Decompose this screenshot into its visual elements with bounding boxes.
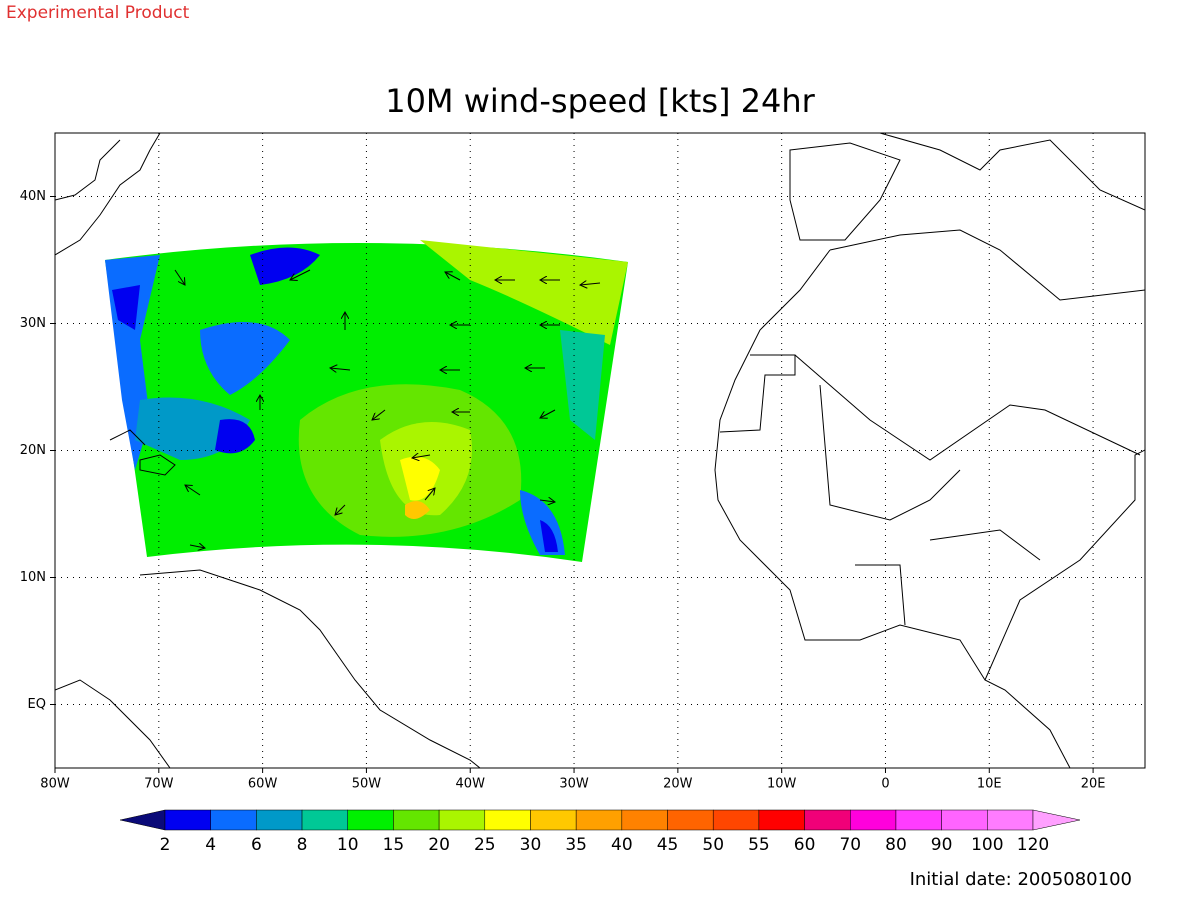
colorbar-box <box>438 809 486 831</box>
chart-title: 10M wind-speed [kts] 24hr <box>385 82 815 120</box>
colorbar-box <box>256 809 303 831</box>
colorbar-box <box>164 809 211 831</box>
header-note: Experimental Product <box>6 3 190 23</box>
colorbar-label: 4 <box>205 835 216 855</box>
x-tick-label: 20E <box>1081 777 1106 792</box>
colorbar-label: 90 <box>931 835 953 855</box>
axes: 80W 70W 60W 50W 40W 30W 20W 10W 0 10E 20E EQ 10N 20N 3… <box>20 189 1106 792</box>
x-tick-label: 10E <box>977 777 1002 792</box>
colorbar-label: 70 <box>839 835 861 855</box>
colorbar-box <box>621 809 668 831</box>
x-tick-label: 70W <box>144 777 174 792</box>
colorbar-label: 30 <box>520 835 542 855</box>
colorbar-label: 55 <box>748 835 770 855</box>
colorbar-label: 8 <box>297 835 308 855</box>
colorbar-label: 15 <box>383 835 405 855</box>
footer-note: Initial date: 2005080100 <box>910 869 1132 890</box>
wind-arrows <box>174 269 601 548</box>
x-tick-label: 60W <box>248 777 278 792</box>
y-tick-label: 10N <box>20 570 46 585</box>
colorbar-label: 80 <box>885 835 907 855</box>
x-tick-label: 30W <box>559 777 589 792</box>
colorbar-label: 25 <box>474 835 496 855</box>
y-tick-label: 30N <box>20 316 46 331</box>
colorbar-label: 20 <box>428 835 450 855</box>
x-tick-label: 40W <box>456 777 486 792</box>
colorbar-label: 50 <box>702 835 724 855</box>
colorbar-label: 120 <box>1017 835 1049 855</box>
colorbar-label: 40 <box>611 835 633 855</box>
colorbar-box <box>712 809 760 831</box>
x-tick-label: 0 <box>881 777 889 792</box>
colorbar-box <box>895 809 942 831</box>
x-tick-label: 10W <box>767 777 797 792</box>
x-tick-label: 20W <box>663 777 693 792</box>
colorbar-box <box>575 809 623 831</box>
map-area <box>55 133 1145 768</box>
x-tick-label: 50W <box>352 777 382 792</box>
colorbar-box <box>667 809 714 831</box>
colorbar-box <box>987 809 1034 831</box>
colorbar-box <box>941 809 988 831</box>
colorbar-box <box>530 809 577 831</box>
wind-field <box>105 240 628 562</box>
y-tick-label: 40N <box>20 189 46 204</box>
colorbar-box <box>210 809 257 831</box>
colorbar-label: 45 <box>657 835 679 855</box>
colorbar-label: 100 <box>971 835 1003 855</box>
x-tick-label: 80W <box>40 777 70 792</box>
colorbar: 2 4 6 8 10 15 20 25 30 35 40 45 50 55 60 70 80 90 100 120 <box>119 809 1081 855</box>
colorbar-box <box>850 809 897 831</box>
colorbar-box <box>301 809 348 831</box>
colorbar-box <box>347 809 394 831</box>
y-tick-label: 20N <box>20 443 46 458</box>
coastlines <box>55 133 1145 768</box>
colorbar-label: 35 <box>565 835 587 855</box>
colorbar-label: 6 <box>251 835 262 855</box>
colorbar-label: 2 <box>160 835 171 855</box>
colorbar-extension <box>1032 809 1081 831</box>
colorbar-box <box>393 809 440 831</box>
colorbar-box <box>758 809 805 831</box>
colorbar-extension <box>119 809 166 831</box>
y-tick-label: EQ <box>28 697 46 712</box>
colorbar-box <box>484 809 531 831</box>
colorbar-label: 10 <box>337 835 359 855</box>
colorbar-box <box>804 809 851 831</box>
colorbar-label: 60 <box>794 835 816 855</box>
